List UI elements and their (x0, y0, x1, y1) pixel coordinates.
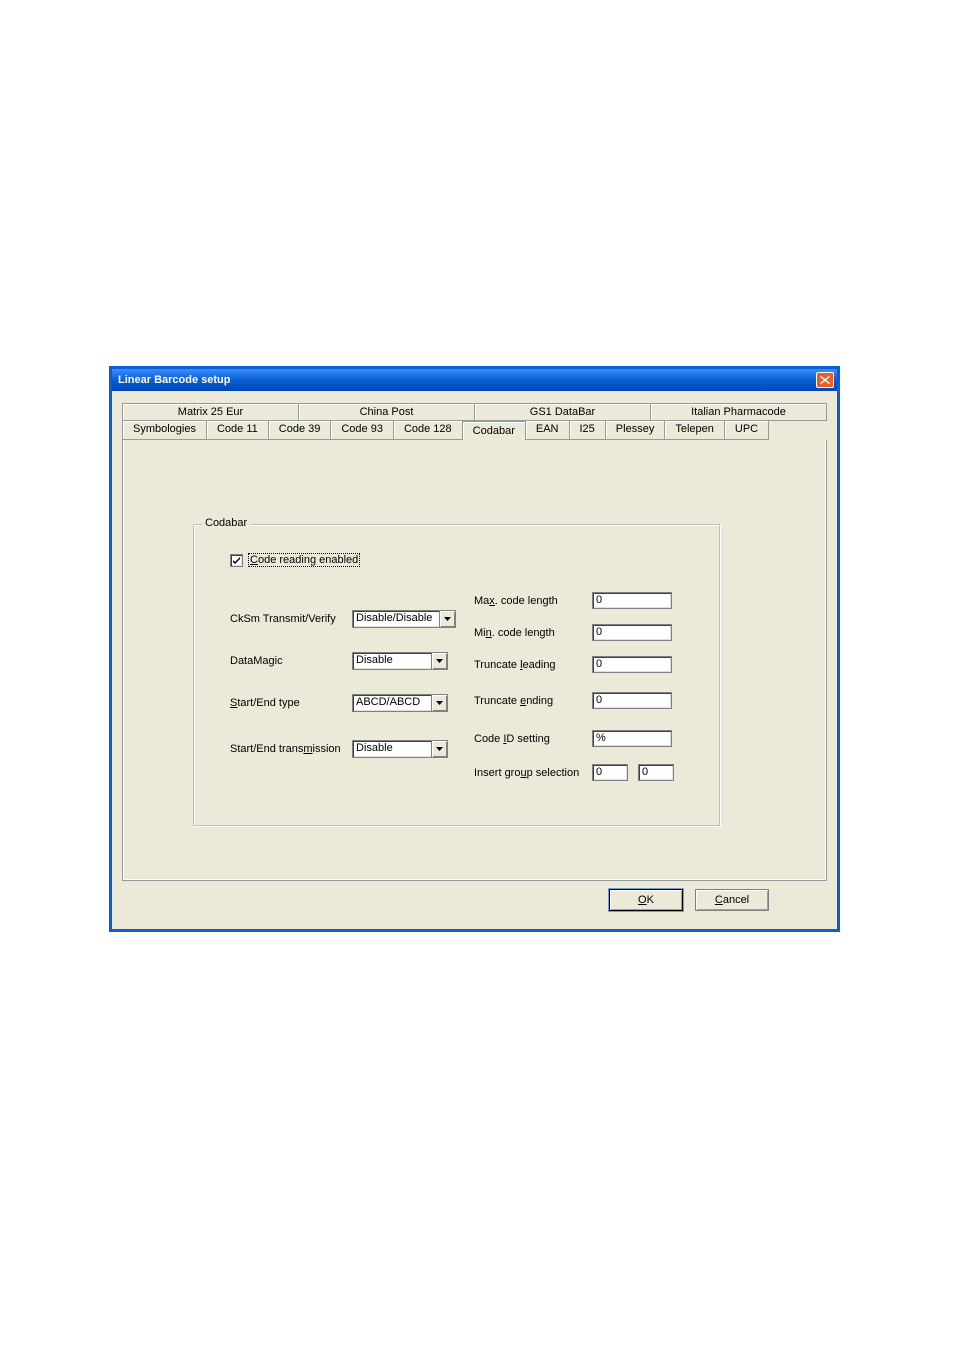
datamagic-combo[interactable]: Disable (352, 652, 448, 670)
window-title: Linear Barcode setup (118, 374, 816, 386)
trunc-lead-input[interactable]: 0 (592, 656, 672, 673)
startend-type-combo[interactable]: ABCD/ABCD (352, 694, 448, 712)
startend-trans-label: Start/End transmission (230, 743, 341, 755)
max-len-input[interactable]: 0 (592, 592, 672, 609)
close-button[interactable] (816, 372, 834, 388)
insgrp-input-1[interactable]: 0 (592, 764, 628, 781)
trunc-end-label: Truncate ending (474, 695, 553, 707)
tab-chinapost[interactable]: China Post (299, 403, 475, 421)
tab-page: Codabar Code reading enabled CkSm Transm… (122, 440, 827, 881)
tab-strip: Matrix 25 Eur China Post GS1 DataBar Ita… (122, 403, 827, 440)
tab-upc[interactable]: UPC (725, 420, 769, 440)
min-len-input[interactable]: 0 (592, 624, 672, 641)
tab-row-back: Matrix 25 Eur China Post GS1 DataBar Ita… (122, 403, 827, 421)
tab-gs1databar[interactable]: GS1 DataBar (475, 403, 651, 421)
tab-control: Matrix 25 Eur China Post GS1 DataBar Ita… (122, 403, 827, 881)
cksm-label: CkSm Transmit/Verify (230, 613, 336, 625)
insgrp-input-2[interactable]: 0 (638, 764, 674, 781)
trunc-lead-label: Truncate leading (474, 659, 556, 671)
titlebar[interactable]: Linear Barcode setup (112, 369, 837, 391)
dialog-window: Linear Barcode setup Matrix 25 Eur China… (110, 367, 839, 931)
code-reading-checkbox[interactable] (230, 554, 243, 567)
insgrp-label: Insert group selection (474, 767, 579, 779)
cksm-combo[interactable]: Disable/Disable (352, 610, 456, 628)
group-title: Codabar (202, 517, 250, 529)
tab-code11[interactable]: Code 11 (207, 420, 269, 440)
tab-italianpharma[interactable]: Italian Pharmacode (651, 403, 827, 421)
codabar-group: Codabar Code reading enabled CkSm Transm… (193, 524, 720, 826)
cancel-button[interactable]: Cancel (695, 889, 769, 911)
tab-matrix25eur[interactable]: Matrix 25 Eur (122, 403, 299, 421)
trunc-end-input[interactable]: 0 (592, 692, 672, 709)
client-area: Matrix 25 Eur China Post GS1 DataBar Ita… (112, 391, 837, 929)
tab-ean[interactable]: EAN (526, 420, 570, 440)
min-len-label: Min. code length (474, 627, 555, 639)
dropdown-icon (431, 653, 447, 669)
dropdown-icon (431, 741, 447, 757)
tab-code93[interactable]: Code 93 (331, 420, 394, 440)
tab-row-front: Symbologies Code 11 Code 39 Code 93 Code… (122, 420, 827, 440)
tab-symbologies[interactable]: Symbologies (122, 420, 207, 440)
code-reading-label: Code reading enabled (248, 553, 360, 567)
close-icon (820, 376, 830, 384)
dropdown-icon (431, 695, 447, 711)
datamagic-label: DataMagic (230, 655, 283, 667)
max-len-label: Max. code length (474, 595, 558, 607)
startend-trans-combo[interactable]: Disable (352, 740, 448, 758)
dropdown-icon (439, 611, 455, 627)
startend-type-label: Start/End type (230, 697, 300, 709)
ok-button[interactable]: OK (609, 889, 683, 911)
tab-telepen[interactable]: Telepen (665, 420, 725, 440)
tab-code128[interactable]: Code 128 (394, 420, 463, 440)
tab-i25[interactable]: I25 (570, 420, 606, 440)
codeid-label: Code ID setting (474, 733, 550, 745)
code-reading-checkbox-row[interactable]: Code reading enabled (230, 553, 360, 567)
tab-code39[interactable]: Code 39 (269, 420, 332, 440)
tab-codabar[interactable]: Codabar (463, 421, 526, 441)
dialog-buttons: OK Cancel (120, 881, 829, 921)
codeid-input[interactable]: % (592, 730, 672, 747)
tab-plessey[interactable]: Plessey (606, 420, 666, 440)
check-icon (232, 556, 241, 565)
